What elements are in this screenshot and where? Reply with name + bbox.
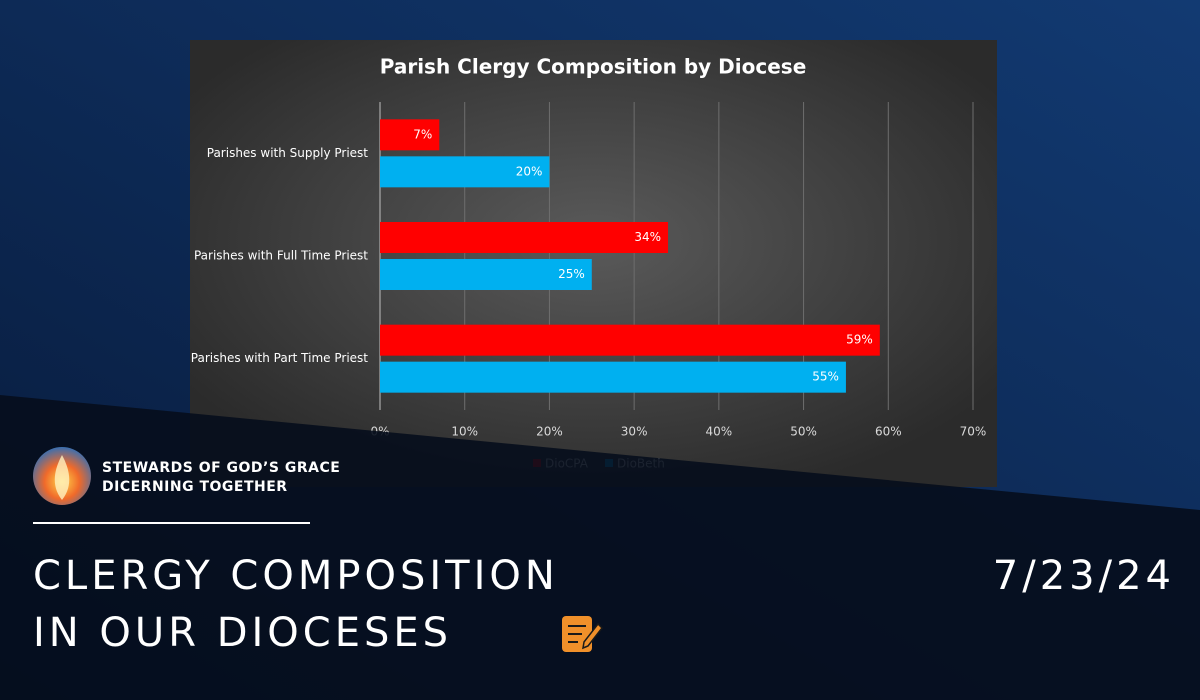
value-label: 25% <box>558 267 585 281</box>
category-label: Parishes with Full Time Priest <box>194 249 368 263</box>
value-label: 20% <box>516 164 543 178</box>
x-tick-label: 20% <box>536 425 563 439</box>
value-label: 34% <box>634 230 661 244</box>
brand-line: DICERNING TOGETHER <box>102 479 288 495</box>
bar <box>380 361 846 393</box>
chart-title: Parish Clergy Composition by Diocese <box>380 55 807 79</box>
x-tick-label: 50% <box>790 425 817 439</box>
slide-title: IN OUR DIOCESES <box>33 610 452 656</box>
x-tick-label: 40% <box>706 425 733 439</box>
bar <box>380 119 440 151</box>
bar <box>380 324 880 356</box>
note-icon <box>562 616 603 652</box>
x-tick-label: 30% <box>621 425 648 439</box>
bar <box>380 156 550 188</box>
value-label: 7% <box>413 127 432 141</box>
slide-title: CLERGY COMPOSITION <box>33 553 559 599</box>
category-label: Parishes with Supply Priest <box>207 146 369 160</box>
x-tick-label: 70% <box>960 425 987 439</box>
date: 7/23/24 <box>993 553 1175 599</box>
category-label: Parishes with Part Time Priest <box>191 351 369 365</box>
plot: 0%10%20%30%40%50%60%70%Parishes with Sup… <box>191 102 987 471</box>
x-tick-label: 60% <box>875 425 902 439</box>
value-label: 55% <box>812 370 839 384</box>
value-label: 59% <box>846 333 873 347</box>
x-tick-label: 10% <box>451 425 478 439</box>
bar <box>380 222 669 253</box>
brand-line: STEWARDS OF GOD’S GRACE <box>102 460 340 476</box>
bar <box>380 259 592 290</box>
overlay <box>0 395 1200 700</box>
chart-area <box>190 40 997 487</box>
logo-flame <box>54 455 70 500</box>
